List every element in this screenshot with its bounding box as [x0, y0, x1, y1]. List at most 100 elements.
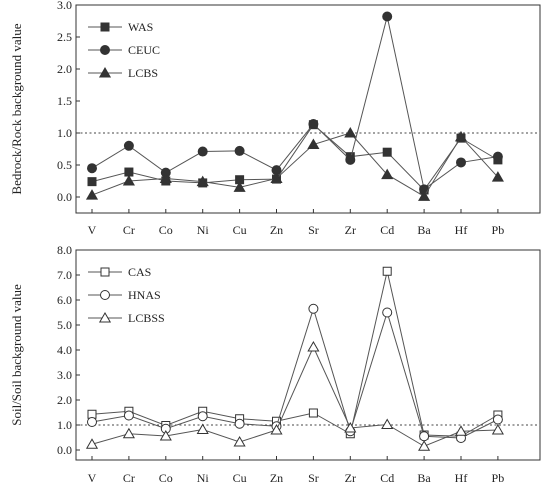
series-line-hnas — [91, 307, 499, 439]
x-tick-label-ni: Ni — [197, 471, 210, 485]
data-point-ceuc-cd — [382, 11, 393, 22]
legend-label-lcbss: LCBSS — [128, 311, 165, 325]
data-point-hnas-ni — [197, 411, 208, 422]
series-line-lcbs — [91, 132, 499, 198]
y-tick-label: 4.0 — [57, 343, 72, 357]
data-point-cas-sr — [308, 408, 318, 418]
y-tick-label: 2.0 — [57, 62, 72, 76]
x-tick-label-cd: Cd — [380, 471, 394, 485]
x-tick-label-zn: Zn — [270, 471, 283, 485]
series-lcbs — [85, 127, 504, 201]
data-point-lcbs-v — [85, 189, 99, 200]
x-tick-label-sr: Sr — [308, 471, 319, 485]
x-tick-label-co: Co — [159, 471, 173, 485]
data-point-lcbss-cr — [122, 427, 135, 439]
series-ceuc — [87, 11, 503, 195]
x-tick-label-zr: Zr — [345, 471, 356, 485]
series-hnas — [87, 303, 503, 443]
data-point-lcbs-zr — [344, 127, 357, 138]
data-point-lcbs-sr — [307, 138, 320, 150]
y-tick-label: 1.5 — [57, 94, 72, 108]
legend-marker-was — [100, 22, 110, 32]
data-point-lcbs-pb — [491, 171, 504, 182]
x-tick-label-hf: Hf — [455, 223, 468, 237]
y-tick-label: 3.0 — [57, 368, 72, 382]
y-tick-label: 5.0 — [57, 318, 72, 332]
data-point-hnas-cd — [382, 307, 393, 318]
data-point-lcbss-zr — [344, 422, 357, 433]
plot-frame — [75, 4, 541, 214]
data-point-hnas-v — [87, 417, 97, 427]
legend-label-lcbs: LCBS — [128, 66, 158, 80]
x-tick-label-pb: Pb — [492, 223, 505, 237]
data-point-lcbss-hf — [454, 425, 468, 436]
data-point-lcbs-co — [159, 172, 172, 183]
data-point-hnas-sr — [308, 303, 319, 314]
legend-label-cas: CAS — [128, 265, 151, 279]
series-line-cas — [91, 271, 499, 437]
legend-label-ceuc: CEUC — [128, 43, 160, 57]
data-point-lcbs-cu — [233, 181, 246, 192]
legend-marker-lcbss — [98, 312, 112, 323]
y-tick-label: 7.0 — [57, 268, 72, 282]
data-point-ceuc-v — [87, 163, 97, 174]
data-point-hnas-ba — [419, 431, 430, 442]
y-tick-label: 6.0 — [57, 293, 72, 307]
data-point-lcbs-ba — [418, 190, 431, 201]
series-line-lcbss — [91, 345, 498, 447]
data-point-ceuc-hf — [456, 157, 466, 168]
data-point-lcbs-hf — [454, 130, 468, 142]
legend: CAS HNAS LCBSS — [88, 265, 165, 325]
x-tick-label-sr: Sr — [308, 223, 319, 237]
x-tick-label-ni: Ni — [197, 223, 210, 237]
series-was — [87, 120, 503, 195]
legend: WAS CEUC LCBS — [88, 20, 160, 80]
data-point-lcbss-cd — [381, 418, 394, 429]
data-point-ceuc-zr — [345, 154, 356, 165]
x-tick-label-hf: Hf — [455, 471, 468, 485]
legend-marker-lcbs — [98, 67, 112, 78]
data-point-hnas-cu — [234, 418, 245, 429]
y-tick-label: 0.0 — [57, 190, 72, 204]
x-tick-label-cr: Cr — [123, 223, 135, 237]
data-point-lcbss-ba — [418, 440, 431, 451]
series-line-ceuc — [91, 16, 498, 191]
data-point-was-cd — [382, 147, 392, 157]
data-point-lcbss-co — [159, 430, 172, 441]
data-point-ceuc-pb — [492, 151, 503, 162]
x-tick-label-cu: Cu — [233, 471, 247, 485]
x-tick-label-co: Co — [159, 223, 173, 237]
y-tick-label: 2.5 — [57, 30, 72, 44]
legend-marker-hnas — [100, 290, 110, 300]
x-tick-label-zr: Zr — [345, 223, 356, 237]
series-lcbss — [85, 341, 504, 451]
y-tick-label: 0.5 — [57, 158, 72, 172]
data-point-ceuc-ni — [197, 146, 208, 157]
data-point-hnas-pb — [492, 414, 503, 425]
x-tick-label-v: V — [88, 471, 97, 485]
y-tick-label: 8.0 — [57, 243, 72, 257]
chart-panel-2: 0.0 1.0 2.0 3.0 4.0 5.0 6.0 7.0 8.0 V Cr Co Ni Cu Zn Sr… — [9, 243, 541, 485]
y-axis-label: Bedrock/Rock background value — [9, 23, 24, 194]
data-point-lcbss-v — [85, 438, 99, 449]
data-point-lcbss-sr — [307, 341, 320, 352]
data-point-lcbss-zn — [270, 424, 283, 435]
x-tick-label-cu: Cu — [233, 223, 247, 237]
data-point-lcbs-cr — [122, 175, 135, 186]
legend-marker-cas — [100, 267, 110, 277]
data-point-lcbs-zn — [270, 172, 283, 183]
y-tick-label: 1.0 — [57, 418, 72, 432]
legend-marker-ceuc — [100, 45, 110, 55]
x-tick-label-cr: Cr — [123, 471, 135, 485]
data-point-cas-cd — [382, 266, 392, 276]
y-tick-label: 1.0 — [57, 126, 72, 140]
data-point-lcbss-pb — [491, 424, 504, 435]
y-tick-label: 3.0 — [57, 0, 72, 12]
x-tick-label-pb: Pb — [492, 471, 505, 485]
y-tick-label: 2.0 — [57, 393, 72, 407]
data-point-hnas-cr — [123, 410, 134, 421]
data-point-lcbs-ni — [196, 175, 209, 187]
x-tick-label-ba: Ba — [417, 471, 431, 485]
legend-label-hnas: HNAS — [128, 288, 161, 302]
